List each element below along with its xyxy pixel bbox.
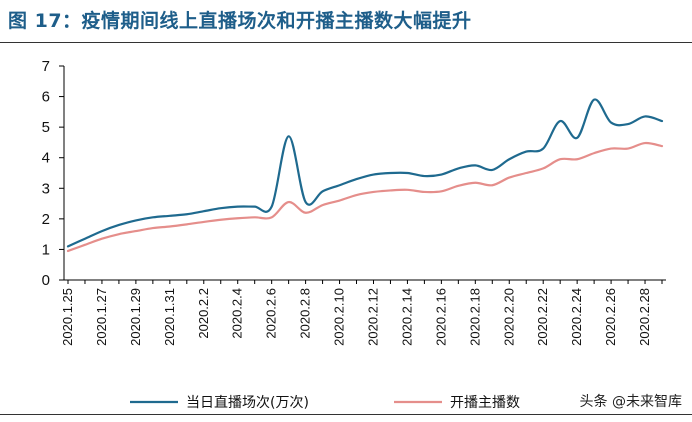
bottom-rule [0, 414, 692, 415]
legend-label-series-1: 当日直播场次(万次) [186, 394, 309, 411]
x-tick-label: 2020.1.29 [128, 288, 143, 346]
x-tick-label: 2020.2.18 [467, 288, 482, 346]
y-tick-label: 4 [42, 150, 50, 167]
x-tick-label: 2020.2.8 [298, 288, 313, 339]
y-axis: 0 1 2 3 4 5 6 7 [42, 58, 65, 289]
y-tick-label: 0 [42, 272, 50, 289]
x-tick-label: 2020.2.12 [365, 288, 380, 346]
y-tick-label: 7 [42, 58, 50, 75]
series-line-2 [66, 141, 664, 253]
x-tick-label: 2020.2.16 [433, 288, 448, 346]
y-tick-label: 5 [42, 119, 50, 136]
x-tick-label: 2020.2.24 [569, 288, 584, 346]
x-tick-label: 2020.2.4 [230, 288, 245, 339]
series-lines [66, 98, 664, 253]
y-tick-label: 2 [42, 211, 50, 228]
x-axis: 2020.1.25 2020.1.27 2020.1.29 2020.1.31 2020… [60, 279, 666, 346]
legend: 当日直播场次(万次) 开播主播数 [130, 394, 520, 411]
x-tick-label: 2020.1.27 [94, 288, 109, 346]
x-tick-label: 2020.2.28 [637, 288, 652, 346]
x-tick-label: 2020.2.14 [399, 288, 414, 346]
x-tick-label: 2020.2.20 [501, 288, 516, 346]
top-rule [0, 42, 692, 43]
legend-label-series-2: 开播主播数 [450, 395, 520, 411]
chart-title: 图 17：疫情期间线上直播场次和开播主播数大幅提升 [8, 10, 472, 32]
x-tick-label: 2020.2.22 [535, 288, 550, 346]
x-tick-label: 2020.1.31 [162, 288, 177, 346]
x-tick-label: 2020.2.2 [196, 288, 211, 339]
x-tick-label: 2020.2.6 [264, 288, 279, 339]
y-tick-label: 1 [42, 241, 50, 258]
series-line-1 [66, 98, 664, 248]
x-tick-label: 2020.1.25 [60, 288, 75, 346]
y-tick-label: 3 [42, 180, 50, 197]
watermark: 头条 @未来智库 [577, 391, 684, 411]
y-tick-label: 6 [42, 89, 50, 106]
x-tick-label: 2020.2.10 [332, 288, 347, 346]
x-tick-label: 2020.2.26 [603, 288, 618, 346]
